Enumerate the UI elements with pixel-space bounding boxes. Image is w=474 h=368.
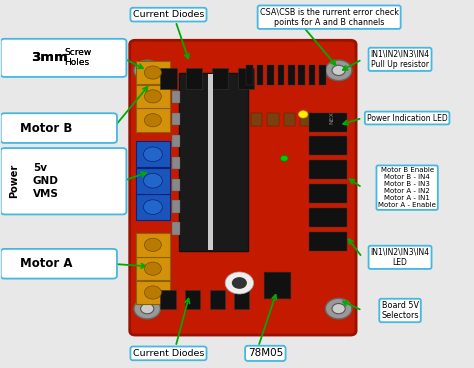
Text: NEX: NEX [329, 112, 334, 124]
FancyBboxPatch shape [137, 233, 170, 256]
FancyBboxPatch shape [137, 141, 170, 167]
FancyBboxPatch shape [160, 68, 176, 89]
Bar [172, 156, 180, 169]
Text: VMS: VMS [33, 189, 59, 199]
Circle shape [145, 66, 161, 79]
Circle shape [144, 147, 162, 162]
FancyBboxPatch shape [234, 290, 249, 309]
Circle shape [134, 60, 160, 81]
Circle shape [141, 304, 154, 314]
Bar [172, 223, 180, 235]
FancyBboxPatch shape [212, 68, 228, 89]
Bar [172, 178, 180, 191]
Circle shape [332, 65, 345, 75]
Bar [172, 201, 180, 213]
Text: Current Diodes: Current Diodes [133, 10, 204, 19]
FancyBboxPatch shape [179, 73, 248, 251]
Text: CSA\CSB is the rurrent error check
points for A and B channels: CSA\CSB is the rurrent error check point… [260, 7, 399, 27]
Circle shape [144, 173, 162, 188]
Text: 5v: 5v [33, 163, 47, 173]
Circle shape [225, 272, 254, 294]
Text: Screw
Holes: Screw Holes [64, 48, 92, 67]
Text: Current Diodes: Current Diodes [133, 349, 204, 358]
Text: Power: Power [9, 164, 19, 198]
FancyBboxPatch shape [251, 113, 262, 126]
FancyBboxPatch shape [310, 136, 346, 155]
FancyBboxPatch shape [137, 257, 170, 280]
Circle shape [141, 65, 154, 75]
Bar [309, 65, 316, 85]
FancyBboxPatch shape [310, 113, 346, 132]
Circle shape [281, 155, 288, 161]
FancyBboxPatch shape [137, 61, 170, 84]
FancyBboxPatch shape [137, 194, 170, 220]
Text: Motor B: Motor B [19, 122, 72, 135]
Text: Power Indication LED: Power Indication LED [367, 113, 447, 123]
FancyBboxPatch shape [310, 160, 346, 179]
Bar [172, 91, 180, 103]
Text: 3mm: 3mm [31, 51, 68, 64]
Text: 3mm: 3mm [31, 51, 68, 64]
Text: Board 5V
Selectors: Board 5V Selectors [381, 301, 419, 320]
FancyBboxPatch shape [186, 68, 202, 89]
FancyBboxPatch shape [210, 290, 225, 309]
Circle shape [144, 200, 162, 215]
Circle shape [145, 238, 161, 251]
Bar [172, 113, 180, 125]
Circle shape [332, 304, 345, 314]
FancyBboxPatch shape [137, 281, 170, 304]
Circle shape [145, 114, 161, 127]
Bar [278, 65, 284, 85]
Circle shape [325, 298, 352, 319]
Circle shape [145, 262, 161, 275]
FancyBboxPatch shape [0, 39, 127, 77]
FancyBboxPatch shape [160, 290, 175, 309]
FancyBboxPatch shape [137, 109, 170, 132]
FancyBboxPatch shape [0, 249, 117, 279]
Bar [319, 65, 326, 85]
FancyBboxPatch shape [284, 113, 295, 126]
Bar [299, 65, 305, 85]
Circle shape [325, 60, 352, 81]
Circle shape [232, 277, 247, 289]
FancyBboxPatch shape [137, 85, 170, 108]
Text: IN1\IN2\IN3\IN4
Pull Up resistor: IN1\IN2\IN3\IN4 Pull Up resistor [371, 50, 429, 69]
Circle shape [145, 286, 161, 299]
Bar [246, 65, 253, 85]
Text: IN1\IN2\IN3\IN4
LED: IN1\IN2\IN3\IN4 LED [371, 248, 429, 267]
Bar [257, 65, 264, 85]
Bar [267, 65, 274, 85]
FancyBboxPatch shape [238, 68, 255, 89]
Circle shape [145, 90, 161, 103]
FancyBboxPatch shape [130, 40, 356, 335]
Text: GND: GND [33, 176, 59, 186]
FancyBboxPatch shape [137, 167, 170, 194]
Circle shape [299, 111, 308, 118]
FancyBboxPatch shape [267, 113, 279, 126]
FancyBboxPatch shape [310, 184, 346, 203]
FancyBboxPatch shape [185, 290, 200, 309]
Bar [208, 74, 213, 250]
FancyBboxPatch shape [301, 113, 312, 126]
Text: 78M05: 78M05 [248, 348, 283, 358]
FancyBboxPatch shape [310, 208, 346, 227]
Circle shape [134, 298, 160, 319]
FancyBboxPatch shape [0, 148, 127, 215]
Text: Motor B Enable
Motor B - IN4
Motor B - IN3
Motor A - IN2
Motor A - IN1
Motor A -: Motor B Enable Motor B - IN4 Motor B - I… [378, 167, 436, 208]
Bar [288, 65, 295, 85]
FancyBboxPatch shape [0, 113, 117, 143]
Text: Motor A: Motor A [19, 258, 72, 270]
FancyBboxPatch shape [310, 232, 346, 251]
Bar [172, 135, 180, 147]
FancyBboxPatch shape [264, 272, 290, 298]
Text: Screw
Holes: Screw Holes [64, 48, 92, 67]
